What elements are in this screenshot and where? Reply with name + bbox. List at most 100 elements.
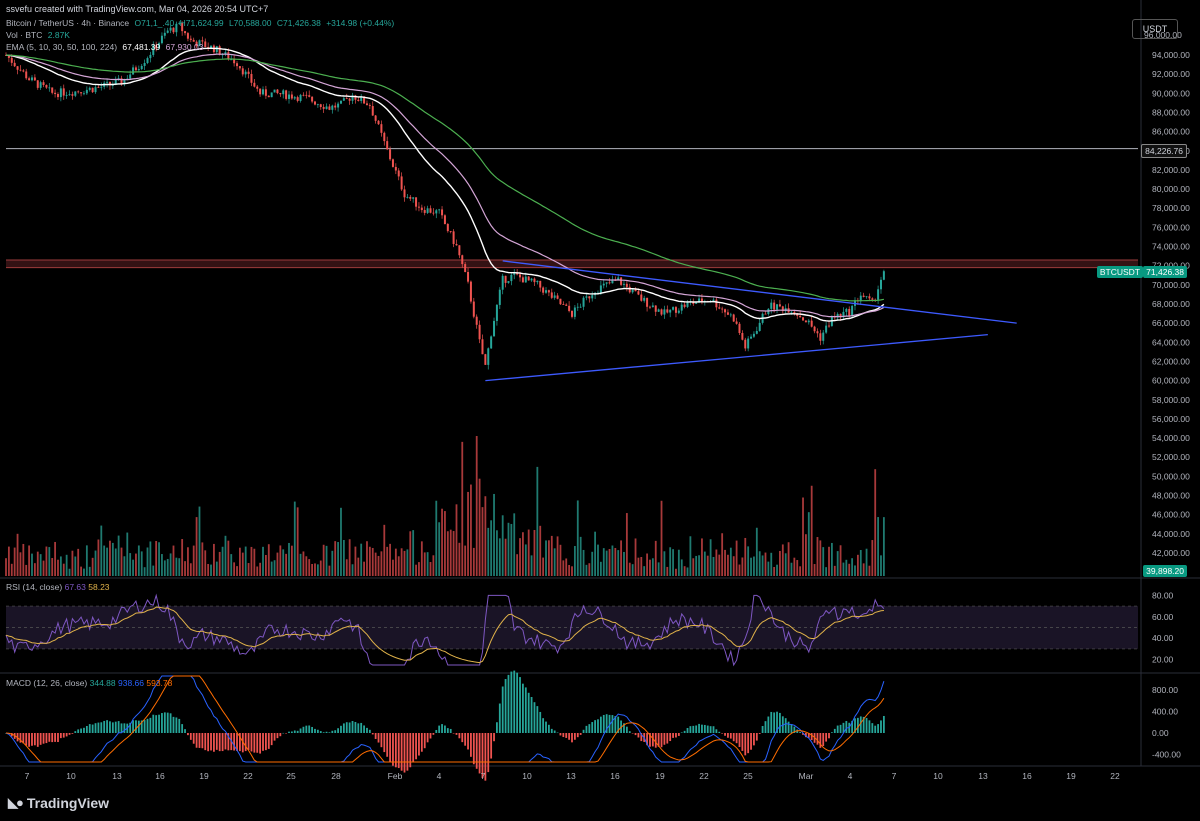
candle [519, 274, 522, 278]
macd-histogram-bar [106, 720, 108, 733]
volume-bar [210, 564, 212, 576]
ema-label: EMA (5, 10, 30, 50, 100, 224) [6, 42, 118, 52]
volume-bar [126, 532, 129, 576]
macd-histogram-bar [103, 720, 106, 733]
volume-bar [455, 504, 458, 576]
macd-histogram-bar [420, 733, 423, 752]
volume-bar [409, 531, 412, 576]
volume-bar [646, 553, 648, 576]
volume-bar [423, 552, 426, 576]
candle [484, 354, 487, 365]
macd-histogram-bar [342, 723, 345, 733]
macd-histogram-bar [862, 716, 865, 733]
candle [339, 100, 342, 104]
candle [865, 296, 868, 298]
macd-histogram-bar [181, 724, 184, 733]
candle [334, 105, 337, 108]
macd-histogram-bar [10, 733, 13, 737]
macd-histogram-bar [793, 726, 796, 733]
candle [48, 87, 51, 89]
candle [13, 62, 16, 67]
rsi-axis-label: 80.00 [1152, 590, 1174, 600]
macd-histogram-bar [426, 733, 429, 743]
candle [429, 208, 432, 213]
candle [446, 224, 449, 232]
macd-histogram-bar [210, 733, 212, 751]
macd-histogram-bar [348, 722, 351, 733]
candle [729, 314, 732, 316]
volume-bar [877, 517, 880, 576]
grid [0, 0, 1200, 767]
volume-bar [215, 561, 218, 576]
volume-bar [810, 485, 813, 576]
volume-bar [637, 557, 640, 576]
candle [622, 283, 625, 285]
candle [605, 282, 608, 284]
candle [695, 302, 698, 304]
volume-bar [498, 538, 501, 576]
macd-histogram-bar [481, 733, 484, 779]
volume-bar [161, 554, 163, 576]
candle [244, 71, 247, 75]
candle [316, 104, 319, 106]
macd-histogram-bar [628, 731, 631, 733]
candle [397, 170, 400, 177]
volume-bar [519, 538, 521, 576]
macd-histogram-bar [767, 716, 770, 733]
macd-histogram-bar [764, 721, 767, 733]
price-axis-label: 80,000.00 [1152, 184, 1190, 194]
volume-bar [614, 547, 617, 576]
volume-bar [221, 546, 224, 576]
macd-histogram-bar [59, 733, 62, 739]
volume-bar [418, 562, 420, 576]
candle [683, 304, 686, 307]
trendline [502, 260, 1017, 324]
candle [859, 295, 862, 302]
macd-histogram-bar [568, 733, 571, 740]
candle [351, 95, 354, 101]
macd-histogram-bar [464, 733, 467, 746]
candle [770, 302, 773, 309]
candle [308, 95, 311, 97]
candle [423, 210, 426, 213]
macd-histogram-bar [250, 733, 253, 752]
price-axis-label: 52,000.00 [1152, 452, 1190, 462]
candle [545, 290, 548, 293]
macd-histogram-bar [28, 733, 31, 747]
candle [371, 106, 374, 116]
currency-button[interactable]: USDT [1132, 19, 1178, 39]
volume-bar [227, 540, 230, 576]
candle [443, 215, 446, 225]
candle [140, 65, 143, 70]
candle [726, 312, 729, 315]
volume-bar [7, 546, 10, 576]
volume-bar [672, 549, 674, 576]
volume-bar [85, 545, 88, 576]
volume-bar [608, 549, 611, 576]
macd-histogram-bar [302, 726, 305, 733]
macd-histogram-bar [623, 723, 625, 733]
macd-histogram-bar [19, 733, 22, 743]
candle [871, 298, 874, 300]
candle [521, 277, 524, 283]
macd-histogram-bar [614, 716, 617, 733]
candle [7, 55, 10, 58]
time-axis-label: 13 [112, 771, 122, 781]
volume-bar [172, 545, 175, 576]
candle [738, 323, 741, 333]
macd-axis-label: -400.00 [1152, 750, 1181, 760]
volume-bar [579, 536, 582, 576]
candle [631, 289, 634, 293]
macd-histogram-bar [773, 712, 776, 733]
candle [207, 47, 210, 49]
candle [550, 292, 553, 298]
candle [120, 78, 123, 85]
candle [458, 245, 461, 256]
volume-bar [582, 549, 585, 576]
volume-bar [244, 546, 247, 576]
time-axis-label: 13 [978, 771, 988, 781]
macd-histogram-bar [651, 733, 654, 747]
volume-bar [654, 540, 657, 576]
ema-line [6, 54, 885, 302]
